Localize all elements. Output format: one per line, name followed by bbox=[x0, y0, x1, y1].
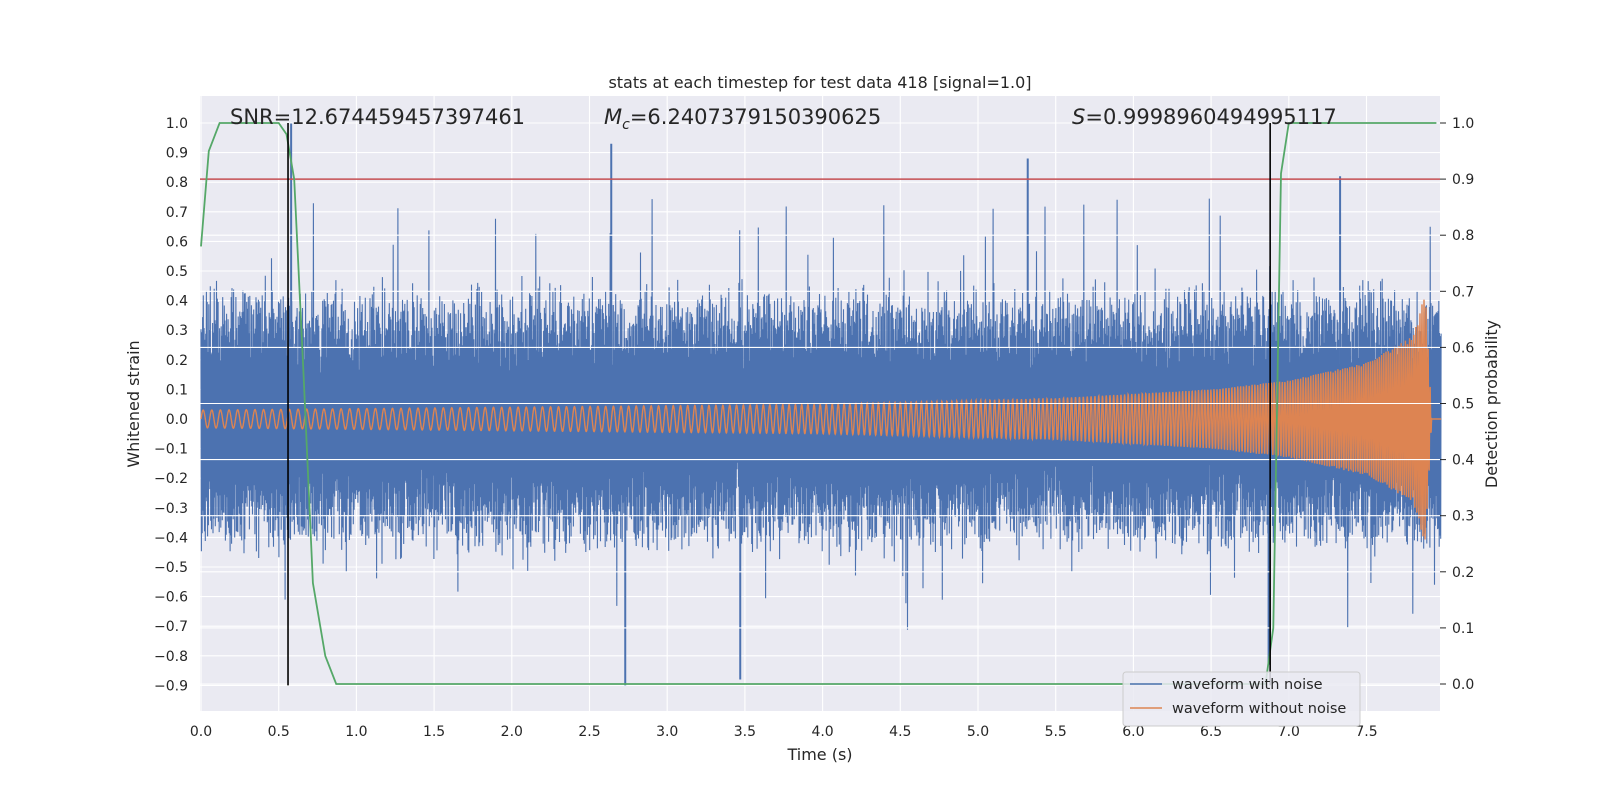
y-tick-label-5: 0.5 bbox=[166, 264, 188, 280]
mc-value: =6.2407379150390625 bbox=[630, 105, 881, 129]
y-tick-label-13: −0.3 bbox=[154, 501, 188, 517]
y-tick-label-2: 0.8 bbox=[166, 175, 188, 191]
s-symbol: S bbox=[1072, 105, 1085, 129]
y2-tick-label-5: 0.5 bbox=[1452, 397, 1474, 413]
y-tick-label-10: 0.0 bbox=[166, 412, 188, 428]
y2-tick-label-6: 0.4 bbox=[1452, 453, 1474, 469]
clean-line bbox=[200, 299, 1442, 540]
y2-tick-label-10: 0.0 bbox=[1452, 677, 1474, 693]
legend-label-clean: waveform without noise bbox=[1172, 701, 1346, 717]
noise-series bbox=[200, 123, 1442, 686]
y-tick-label-6: 0.4 bbox=[166, 294, 188, 310]
x-tick-label-13: 6.5 bbox=[1200, 724, 1222, 740]
s-annotation: S=0.9998960494995117 bbox=[1072, 105, 1337, 129]
y-tick-label-11: −0.1 bbox=[154, 442, 188, 458]
y-tick-label-8: 0.2 bbox=[166, 353, 188, 369]
y-ticks: 1.0 0.9 0.8 0.7 0.6 0.5 0.4 0.3 0.2 0.1 0.0 −0.1 −0.… bbox=[154, 116, 188, 694]
y2-tick-label-7: 0.3 bbox=[1452, 509, 1474, 525]
x-tick-label-3: 1.5 bbox=[423, 724, 445, 740]
y-axis-label: Whitened strain bbox=[124, 340, 143, 467]
noise-line bbox=[200, 198, 1442, 630]
y-tick-label-19: −0.9 bbox=[154, 678, 188, 694]
x-tick-label-9: 4.5 bbox=[889, 724, 911, 740]
x-tick-label-12: 6.0 bbox=[1122, 724, 1144, 740]
x-tick-label-10: 5.0 bbox=[967, 724, 989, 740]
y2-tick-label-8: 0.2 bbox=[1452, 565, 1474, 581]
mc-subscript: c bbox=[622, 117, 630, 133]
s-value: =0.9998960494995117 bbox=[1085, 105, 1336, 129]
y2-tick-label-1: 0.9 bbox=[1452, 172, 1474, 188]
x-tick-label-0: 0.0 bbox=[190, 724, 212, 740]
y-tick-label-17: −0.7 bbox=[154, 619, 188, 635]
x-tick-label-5: 2.5 bbox=[578, 724, 600, 740]
y-tick-label-4: 0.6 bbox=[166, 234, 188, 250]
y2-tick-label-0: 1.0 bbox=[1452, 116, 1474, 132]
x-axis-label: Time (s) bbox=[786, 745, 852, 764]
y-tick-label-0: 1.0 bbox=[166, 116, 188, 132]
y-tick-label-1: 0.9 bbox=[166, 146, 188, 162]
y2-tick-label-9: 0.1 bbox=[1452, 621, 1474, 637]
y-tick-label-16: −0.6 bbox=[154, 590, 188, 606]
y-tick-label-3: 0.7 bbox=[166, 205, 188, 221]
y-tick-label-15: −0.5 bbox=[154, 560, 188, 576]
y-tick-label-14: −0.4 bbox=[154, 530, 188, 546]
x-tick-label-4: 2.0 bbox=[501, 724, 523, 740]
x-tick-label-7: 3.5 bbox=[734, 724, 756, 740]
y2-tick-label-2: 0.8 bbox=[1452, 228, 1474, 244]
x-tick-label-6: 3.0 bbox=[656, 724, 678, 740]
x-tick-label-2: 1.0 bbox=[345, 724, 367, 740]
legend-label-noise: waveform with noise bbox=[1172, 677, 1323, 693]
probability-series bbox=[200, 122, 1437, 685]
x-tick-label-11: 5.5 bbox=[1045, 724, 1067, 740]
clean-series bbox=[200, 299, 1442, 540]
mc-symbol: M bbox=[604, 105, 622, 129]
y2-axis-label: Detection probability bbox=[1482, 320, 1501, 488]
x-tick-label-15: 7.5 bbox=[1355, 724, 1377, 740]
probability-line bbox=[200, 122, 1437, 685]
x-ticks: 0.0 0.5 1.0 1.5 2.0 2.5 3.0 3.5 4.0 4.5 5.0 5.5 6.0 6… bbox=[190, 724, 1378, 740]
markers bbox=[287, 123, 1271, 686]
y-tick-label-9: 0.1 bbox=[166, 382, 188, 398]
y2-tick-label-4: 0.6 bbox=[1452, 340, 1474, 356]
x-tick-label-1: 0.5 bbox=[268, 724, 290, 740]
legend: waveform with noise waveform without noi… bbox=[1122, 671, 1361, 727]
x-tick-label-14: 7.0 bbox=[1278, 724, 1300, 740]
y2-ticks: 1.0 0.9 0.8 0.7 0.6 0.5 0.4 0.3 0.2 0.1 0.0 bbox=[1440, 116, 1474, 693]
x-tick-label-8: 4.0 bbox=[811, 724, 833, 740]
mc-annotation: Mc=6.2407379150390625 bbox=[604, 105, 881, 133]
snr-annotation: SNR=12.674459457397461 bbox=[230, 105, 525, 129]
y-tick-label-18: −0.8 bbox=[154, 649, 188, 665]
legend-box bbox=[1122, 671, 1361, 727]
y-tick-label-7: 0.3 bbox=[166, 323, 188, 339]
chart-title: stats at each timestep for test data 418… bbox=[608, 73, 1031, 92]
y-tick-label-12: −0.2 bbox=[154, 471, 188, 487]
y2-tick-label-3: 0.7 bbox=[1452, 284, 1474, 300]
